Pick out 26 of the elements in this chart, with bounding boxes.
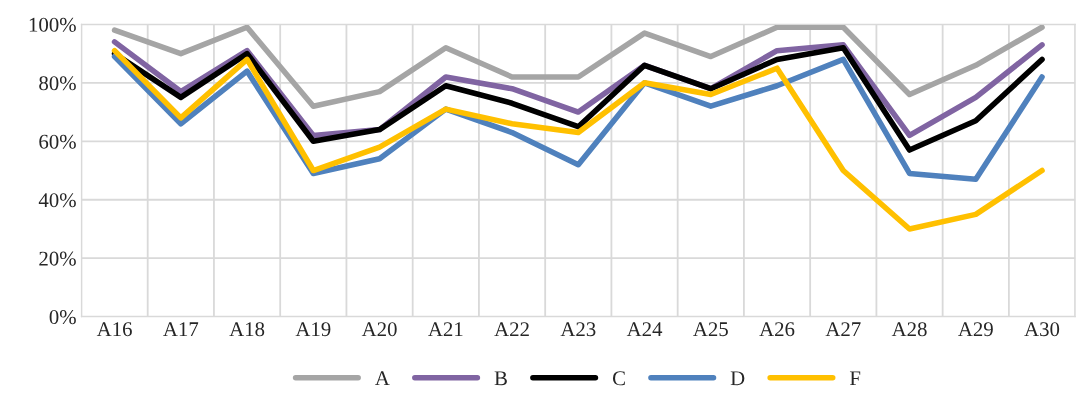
x-tick-label: A18 — [229, 322, 265, 337]
legend-label: B — [494, 371, 507, 386]
y-tick-label: 20% — [39, 251, 76, 266]
y-tick-label: 60% — [39, 134, 76, 149]
legend-label: D — [730, 371, 745, 386]
legend-label: A — [375, 371, 390, 386]
legend-label: F — [849, 371, 861, 386]
x-tick-label: A19 — [295, 322, 331, 337]
x-tick-label: A29 — [958, 322, 993, 337]
x-tick-label: A17 — [163, 322, 199, 336]
x-tick-label: A22 — [494, 322, 529, 336]
legend-label: C — [612, 371, 625, 386]
x-tick-label: A23 — [560, 322, 596, 337]
x-tick-label: A21 — [428, 322, 463, 336]
y-tick-label: 0% — [49, 310, 76, 325]
x-tick-label: A30 — [1024, 322, 1060, 337]
y-tick-label: 40% — [38, 193, 76, 208]
x-tick-label: A28 — [891, 322, 927, 337]
x-tick-label: A24 — [626, 322, 663, 336]
y-tick-label: 80% — [39, 76, 76, 91]
x-tick-label: A26 — [759, 322, 795, 337]
x-tick-label: A20 — [361, 322, 397, 337]
x-tick-label: A25 — [693, 322, 728, 337]
x-tick-label: A16 — [96, 322, 132, 337]
x-tick-label: A27 — [825, 322, 861, 336]
y-tick-label: 100% — [29, 17, 76, 32]
